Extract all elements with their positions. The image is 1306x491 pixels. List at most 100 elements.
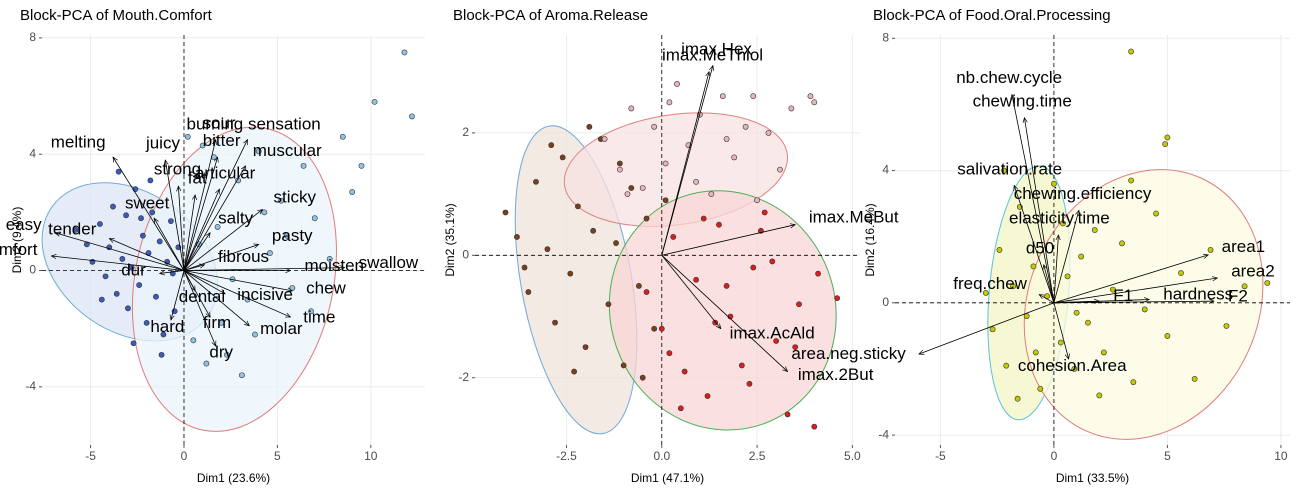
- point: [1128, 177, 1134, 184]
- loading-arrow: [109, 239, 185, 271]
- variable-label: time: [303, 307, 335, 326]
- point: [769, 258, 776, 265]
- panel-title: Block-PCA of Aroma.Release: [453, 7, 648, 24]
- point: [252, 331, 258, 338]
- loading-arrow: [1039, 295, 1055, 304]
- point: [989, 326, 996, 333]
- point: [708, 191, 715, 198]
- point: [750, 93, 757, 100]
- point: [1207, 247, 1214, 253]
- point: [658, 325, 665, 332]
- loading-arrow: [183, 166, 246, 271]
- point: [113, 290, 120, 297]
- point: [139, 232, 146, 239]
- loading-arrow: [183, 270, 290, 318]
- point: [575, 203, 581, 210]
- point: [765, 130, 772, 136]
- point: [168, 218, 174, 224]
- point: [308, 308, 314, 315]
- point: [834, 295, 841, 302]
- point: [147, 177, 154, 184]
- point: [639, 185, 646, 191]
- point: [811, 423, 818, 430]
- loading-arrow: [1053, 301, 1214, 303]
- variable-label: moisten: [304, 256, 364, 275]
- point: [662, 160, 669, 167]
- point: [1014, 395, 1021, 402]
- x-tick-label: 0: [181, 449, 188, 463]
- point: [1085, 319, 1091, 326]
- point: [628, 185, 635, 191]
- point: [98, 296, 105, 303]
- y-tick-label: -2: [458, 370, 469, 384]
- variable-label: fibrous: [218, 247, 269, 266]
- point: [1223, 323, 1230, 329]
- x-axis-label: Dim1 (47.1%): [631, 471, 704, 485]
- variable-label: imax.AcAld: [730, 324, 815, 343]
- variable-label: sweet: [125, 193, 170, 212]
- point: [559, 154, 566, 161]
- point: [110, 203, 116, 210]
- loading-arrow: [171, 270, 185, 320]
- confidence-ellipse: [1023, 169, 1264, 440]
- point: [533, 178, 539, 185]
- point: [132, 186, 139, 193]
- loading-arrow: [661, 255, 788, 371]
- point: [1100, 349, 1107, 356]
- variable-label: burning sensation: [187, 114, 321, 133]
- y-tick-label: 4: [882, 163, 889, 177]
- point: [1078, 253, 1085, 260]
- x-tick-label: -5: [85, 449, 96, 463]
- loading-arrow: [178, 186, 185, 271]
- x-tick-label: 5: [274, 449, 281, 463]
- variable-label: strong: [154, 160, 201, 179]
- point: [401, 49, 408, 56]
- panel-title: Block-PCA of Mouth.Comfort: [20, 7, 213, 24]
- point: [742, 123, 749, 130]
- loading-arrow: [919, 302, 1055, 354]
- point: [616, 166, 623, 173]
- point: [670, 234, 677, 240]
- point: [156, 238, 163, 245]
- loading-arrow: [183, 268, 345, 271]
- x-tick-label: 2.5: [749, 449, 766, 463]
- variable-label: molar: [260, 319, 303, 338]
- point: [731, 154, 738, 161]
- loading-arrow: [183, 270, 249, 326]
- point: [119, 256, 126, 262]
- point: [1162, 141, 1169, 148]
- point: [1071, 366, 1078, 372]
- point: [738, 362, 745, 369]
- point: [651, 325, 658, 332]
- point: [590, 227, 597, 234]
- point: [218, 319, 225, 326]
- panel: Block-PCA of Aroma.Release Dim1 (47.1%) Di…: [443, 7, 899, 485]
- variable-label: hard: [150, 317, 184, 336]
- loading-arrow: [1053, 255, 1208, 304]
- loading-arrow: [1053, 278, 1217, 304]
- point: [773, 338, 780, 344]
- point: [651, 123, 658, 130]
- point: [1241, 283, 1248, 290]
- x-tick-label: 0.0: [653, 449, 670, 463]
- point: [525, 289, 532, 295]
- point: [283, 232, 290, 239]
- point: [700, 215, 707, 222]
- confidence-ellipse: [608, 190, 837, 431]
- variable-label: juicy: [145, 134, 181, 153]
- x-axis-label: Dim1 (33.5%): [1056, 471, 1129, 485]
- point: [723, 282, 730, 289]
- loading-arrow: [183, 233, 210, 271]
- loading-arrow: [1053, 210, 1079, 303]
- x-tick-label: 10: [1274, 449, 1288, 463]
- variable-label: F2: [1228, 287, 1248, 306]
- panel: Block-PCA of Food.Oral.Processing Dim1 (3…: [791, 7, 1290, 485]
- point: [750, 264, 757, 271]
- y-tick-label: 0: [462, 247, 469, 261]
- point: [261, 209, 268, 216]
- point: [1003, 362, 1010, 369]
- loading-arrow: [165, 160, 185, 271]
- point: [605, 301, 612, 308]
- point: [1130, 379, 1137, 386]
